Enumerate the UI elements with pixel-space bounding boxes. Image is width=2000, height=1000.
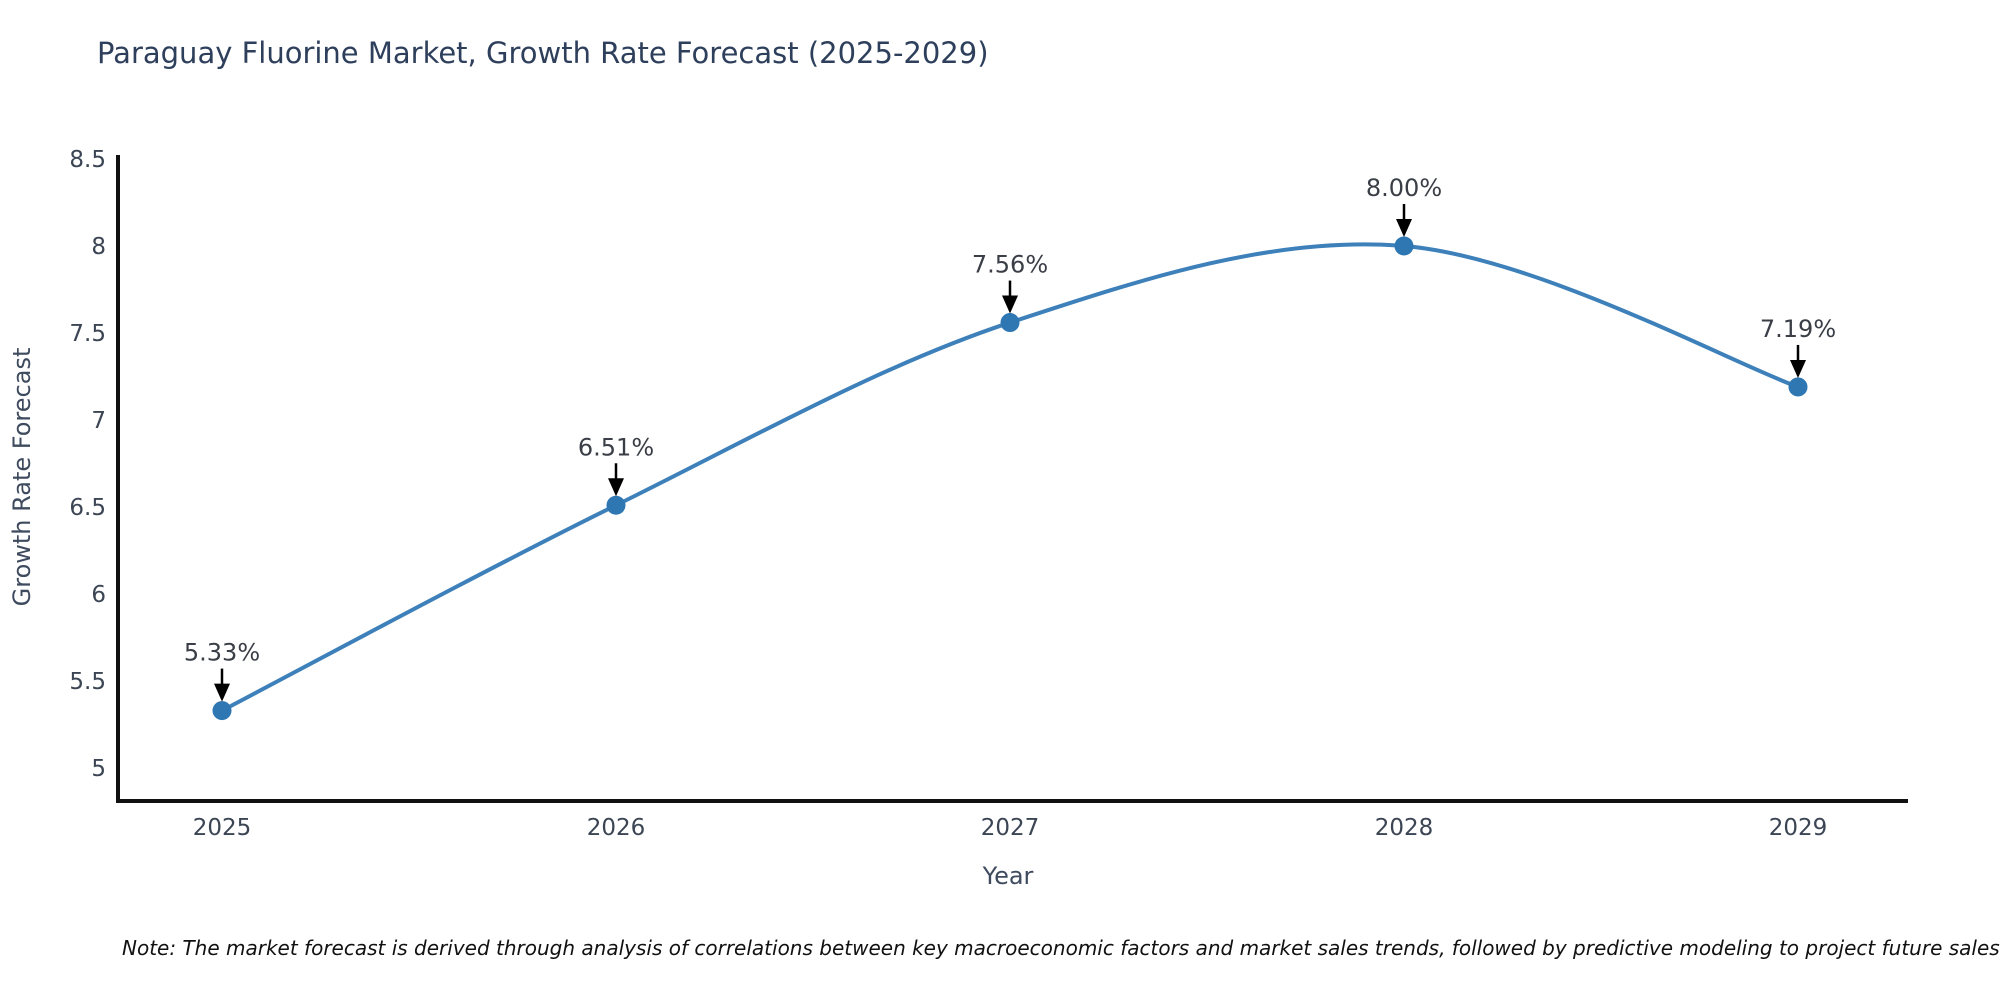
point-annotation-label: 8.00% xyxy=(1366,174,1442,202)
x-tick-label: 2027 xyxy=(981,815,1040,841)
chart-title: Paraguay Fluorine Market, Growth Rate Fo… xyxy=(97,36,989,70)
annotation-arrow-head xyxy=(1790,359,1806,378)
y-tick-label: 8 xyxy=(91,234,106,260)
point-annotation-label: 6.51% xyxy=(578,433,654,461)
data-point-marker xyxy=(606,495,626,515)
annotation-arrow-head xyxy=(1396,219,1412,237)
annotation-arrow-head xyxy=(214,683,230,702)
point-annotation-label: 7.56% xyxy=(972,251,1048,279)
y-tick-label: 7.5 xyxy=(69,321,106,347)
point-annotation-label: 7.19% xyxy=(1760,315,1836,343)
y-tick-label: 8.5 xyxy=(69,147,106,173)
x-tick-label: 2029 xyxy=(1769,815,1828,841)
y-tick-label: 5 xyxy=(91,756,106,782)
annotation-arrow-head xyxy=(1002,295,1018,314)
x-tick-label: 2026 xyxy=(587,815,646,841)
annotation-arrow-head xyxy=(608,478,624,497)
data-point-marker xyxy=(1788,377,1808,397)
x-axis-title: Year xyxy=(982,862,1034,890)
y-tick-label: 7 xyxy=(91,408,106,434)
x-tick-label: 2028 xyxy=(1375,815,1434,841)
y-tick-label: 6 xyxy=(91,582,106,608)
chart-footnote: Note: The market forecast is derived thr… xyxy=(122,936,2000,960)
y-tick-label: 5.5 xyxy=(69,669,106,695)
y-axis-title: Growth Rate Forecast xyxy=(8,348,36,607)
x-tick-label: 2025 xyxy=(193,815,252,841)
point-annotation-label: 5.33% xyxy=(184,639,260,667)
y-tick-label: 6.5 xyxy=(69,495,106,521)
data-point-marker xyxy=(212,701,232,721)
data-point-marker xyxy=(1000,313,1020,333)
data-point-marker xyxy=(1394,236,1414,256)
